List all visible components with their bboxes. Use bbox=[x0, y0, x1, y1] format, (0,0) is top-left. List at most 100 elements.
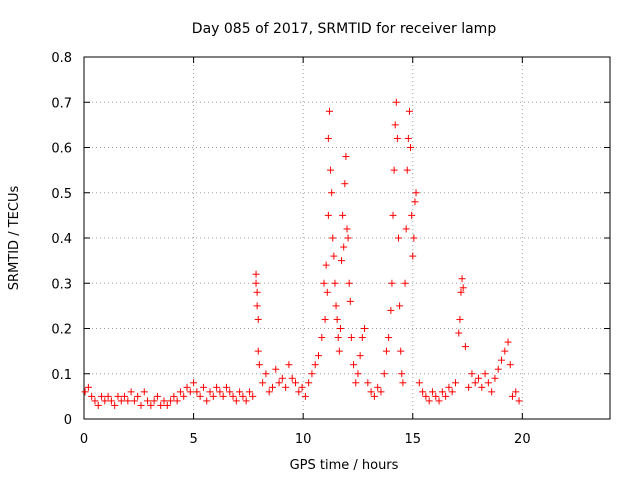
data-point bbox=[506, 361, 514, 369]
data-point bbox=[396, 302, 404, 310]
data-point bbox=[336, 325, 344, 332]
data-point bbox=[403, 166, 411, 174]
data-point bbox=[242, 397, 250, 405]
data-point bbox=[448, 388, 456, 396]
data-point bbox=[484, 379, 492, 387]
data-point bbox=[305, 379, 313, 387]
data-point bbox=[229, 392, 237, 400]
data-point bbox=[364, 379, 372, 387]
data-point bbox=[491, 374, 499, 382]
data-point bbox=[465, 383, 473, 391]
data-point bbox=[150, 397, 158, 405]
data-point bbox=[345, 279, 353, 287]
data-point bbox=[84, 383, 92, 391]
data-point bbox=[236, 388, 244, 396]
x-tick-label: 5 bbox=[189, 432, 197, 447]
data-point bbox=[253, 288, 261, 296]
data-point bbox=[104, 392, 112, 400]
data-point bbox=[232, 397, 240, 405]
x-tick-label: 0 bbox=[80, 432, 88, 447]
data-point bbox=[107, 397, 115, 405]
data-point bbox=[399, 379, 407, 387]
data-point bbox=[222, 383, 230, 391]
x-axis-label: GPS time / hours bbox=[290, 458, 399, 473]
data-point bbox=[409, 252, 417, 260]
data-point bbox=[213, 383, 221, 391]
data-point bbox=[388, 279, 396, 287]
y-tick-label: 0.4 bbox=[51, 232, 72, 247]
data-point bbox=[121, 392, 129, 400]
data-point bbox=[374, 383, 382, 391]
data-point bbox=[445, 383, 453, 391]
data-point bbox=[387, 306, 395, 314]
data-point bbox=[134, 392, 142, 400]
data-point bbox=[285, 361, 293, 369]
data-point bbox=[335, 347, 343, 355]
data-point bbox=[321, 315, 329, 323]
data-point bbox=[331, 279, 339, 287]
y-axis-label: SRMTID / TECUs bbox=[7, 186, 22, 291]
data-point bbox=[196, 392, 204, 400]
x-tick-labels: 0 5 10 15 20 bbox=[80, 432, 531, 447]
data-point bbox=[81, 388, 89, 396]
data-point bbox=[278, 374, 286, 382]
data-point bbox=[461, 343, 469, 351]
data-point bbox=[385, 334, 393, 342]
data-point bbox=[254, 347, 262, 355]
data-point bbox=[219, 392, 227, 400]
data-point bbox=[370, 392, 378, 400]
y-tick-label: 0.1 bbox=[51, 368, 72, 383]
y-tick-label: 0.3 bbox=[51, 277, 72, 292]
data-point bbox=[323, 288, 331, 296]
data-point bbox=[382, 347, 390, 355]
data-point bbox=[455, 329, 463, 337]
data-point bbox=[268, 383, 276, 391]
data-point bbox=[216, 388, 224, 396]
data-point bbox=[404, 134, 412, 142]
data-point bbox=[389, 211, 397, 219]
data-point bbox=[91, 397, 99, 405]
data-point bbox=[322, 261, 330, 269]
data-point bbox=[325, 107, 333, 115]
data-point bbox=[301, 392, 309, 400]
data-point bbox=[291, 379, 299, 387]
data-point bbox=[176, 388, 184, 396]
data-point bbox=[329, 234, 337, 242]
data-point bbox=[358, 334, 366, 342]
data-point bbox=[254, 315, 262, 323]
data-point bbox=[344, 234, 352, 242]
data-point bbox=[295, 388, 303, 396]
y-tick-label: 0.2 bbox=[51, 323, 72, 338]
data-point bbox=[160, 397, 168, 405]
data-point bbox=[114, 392, 122, 400]
data-point bbox=[315, 352, 323, 360]
data-point bbox=[377, 388, 385, 396]
data-point bbox=[324, 211, 332, 219]
data-point bbox=[354, 370, 362, 378]
data-point bbox=[393, 134, 401, 142]
data-point bbox=[327, 166, 335, 174]
data-point bbox=[408, 211, 416, 219]
data-point bbox=[391, 121, 399, 129]
data-point bbox=[457, 288, 465, 296]
data-point bbox=[249, 392, 257, 400]
data-point bbox=[367, 388, 375, 396]
data-point bbox=[206, 388, 214, 396]
data-point bbox=[265, 388, 273, 396]
data-point bbox=[253, 302, 261, 310]
data-point bbox=[339, 211, 347, 219]
x-tick-label: 10 bbox=[295, 432, 312, 447]
data-point bbox=[203, 397, 211, 405]
data-point bbox=[438, 388, 446, 396]
chart-title: Day 085 of 2017, SRMTID for receiver lam… bbox=[192, 21, 497, 37]
data-point bbox=[127, 388, 135, 396]
data-point bbox=[324, 134, 332, 142]
data-point bbox=[252, 279, 260, 287]
data-point bbox=[342, 153, 350, 161]
data-point bbox=[515, 397, 523, 405]
data-point bbox=[320, 279, 328, 287]
data-point bbox=[343, 225, 351, 233]
data-point bbox=[288, 374, 296, 382]
data-point bbox=[346, 297, 354, 305]
y-tick-label: 0.6 bbox=[51, 142, 72, 157]
